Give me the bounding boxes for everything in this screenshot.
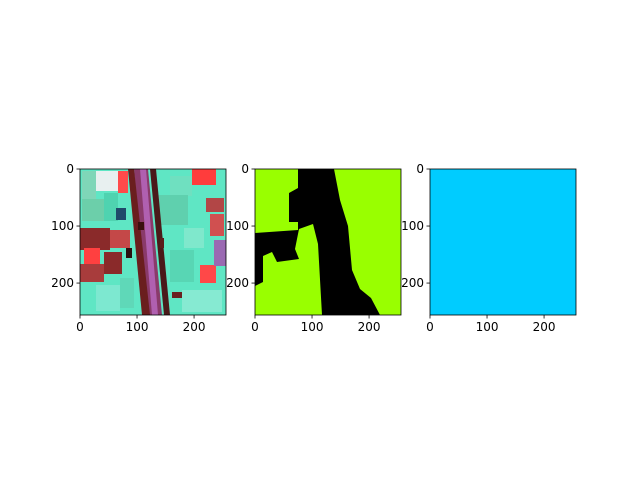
- axes-panel-2: 0 100 200 0 100 200: [226, 162, 402, 334]
- mask-region-right: [334, 169, 401, 315]
- y-tick-label: 0: [416, 162, 424, 176]
- axes-panel-3: 0 100 200 0 100 200: [401, 162, 577, 334]
- x-tick-label: 100: [301, 320, 324, 334]
- y-tick-label: 100: [51, 219, 74, 233]
- y-tick-label: 0: [66, 162, 74, 176]
- panel-binary-mask: [255, 169, 401, 315]
- panel-uniform-prediction: [430, 169, 576, 315]
- y-tick-label: 200: [401, 276, 424, 290]
- x-tick-label: 200: [533, 320, 556, 334]
- axes-panel-1: 0 100 200 0 100 200: [51, 162, 227, 334]
- mask-region-left: [255, 169, 298, 233]
- axes-frame: [429, 168, 577, 316]
- y-tick-label: 100: [401, 219, 424, 233]
- x-tick-label: 200: [358, 320, 381, 334]
- axes-frame: [79, 168, 227, 316]
- mask-region-lower-left: [255, 224, 322, 315]
- x-tick-label: 0: [426, 320, 434, 334]
- x-tick-label: 0: [251, 320, 259, 334]
- x-tick-label: 100: [126, 320, 149, 334]
- x-tick-label: 200: [183, 320, 206, 334]
- y-tick-label: 0: [241, 162, 249, 176]
- y-tick-label: 100: [226, 219, 249, 233]
- y-tick-label: 200: [51, 276, 74, 290]
- x-tick-label: 100: [476, 320, 499, 334]
- axes-frame: [254, 168, 402, 316]
- panel-satellite-image: [80, 169, 226, 315]
- y-tick-label: 200: [226, 276, 249, 290]
- x-tick-label: 0: [76, 320, 84, 334]
